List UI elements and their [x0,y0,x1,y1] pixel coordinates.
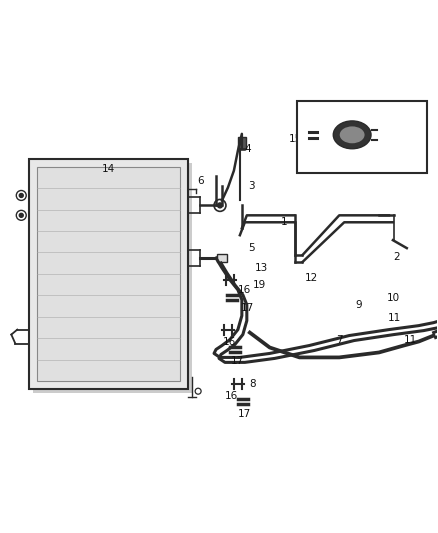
Text: 10: 10 [386,293,399,303]
Text: 17: 17 [238,409,251,419]
Text: 15: 15 [289,134,302,144]
Text: 12: 12 [305,273,318,283]
Bar [238,137,246,149]
Text: 11: 11 [404,335,417,344]
Circle shape [218,203,223,208]
Text: 6: 6 [197,175,203,185]
Text: 3: 3 [248,181,255,190]
Bar [217,254,227,262]
Text: 16: 16 [238,285,251,295]
Bar [297,101,427,173]
Text: 4: 4 [244,144,251,154]
Text: 2: 2 [394,252,400,262]
Ellipse shape [333,121,371,149]
Ellipse shape [340,126,364,143]
Circle shape [19,213,23,217]
Text: 14: 14 [102,164,115,174]
Text: 20: 20 [390,108,403,118]
Text: 1: 1 [281,217,288,227]
Circle shape [19,193,23,197]
Text: 8: 8 [250,379,256,389]
Text: 16: 16 [223,336,237,346]
Text: 11: 11 [388,313,402,322]
Text: 19: 19 [253,280,266,290]
Text: 9: 9 [356,300,362,310]
Text: 5: 5 [248,243,255,253]
Text: 16: 16 [225,391,239,401]
Bar [37,167,180,381]
Text: 17: 17 [231,357,244,366]
Text: 13: 13 [255,263,268,273]
Text: 17: 17 [241,303,254,313]
Text: 7: 7 [336,335,343,344]
Bar [29,159,188,389]
Bar [33,163,192,393]
